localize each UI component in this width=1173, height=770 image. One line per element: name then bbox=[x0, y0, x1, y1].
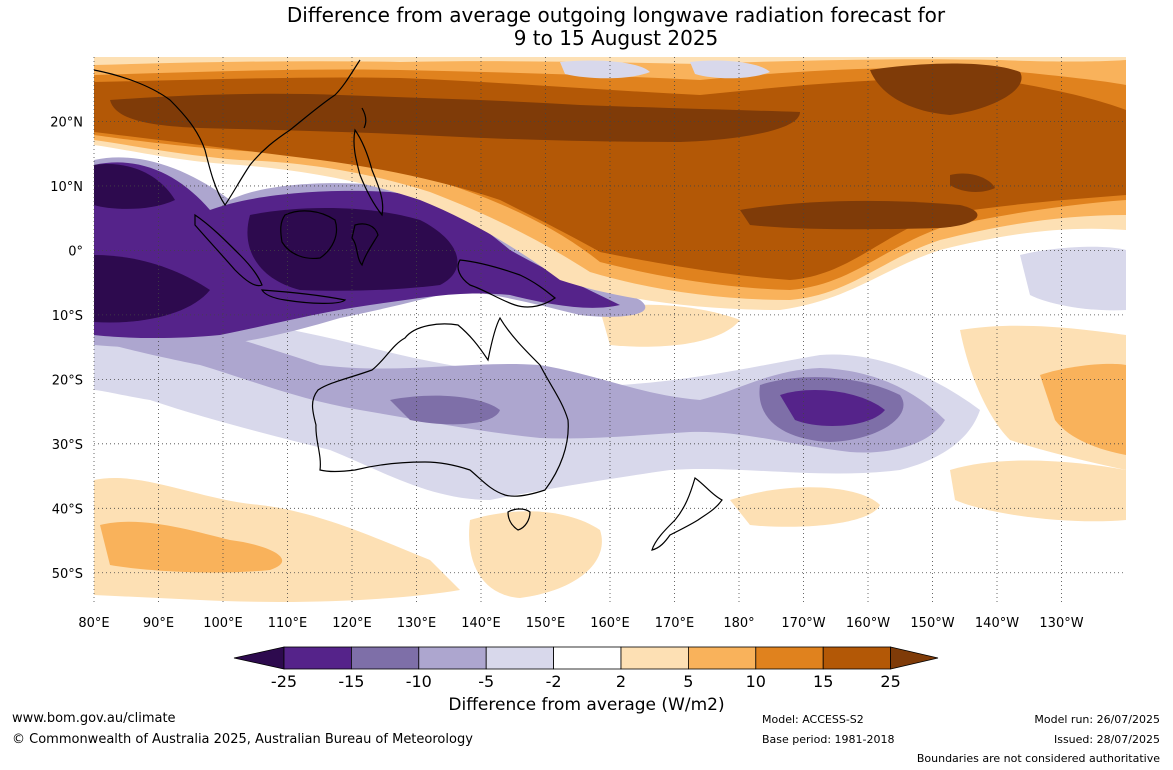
lat-label: 40°S bbox=[52, 502, 83, 517]
colorbar-swatch bbox=[688, 646, 757, 670]
latitude-labels: 20°N 10°N 0° 10°S 20°S 30°S 40°S 50°S bbox=[50, 115, 83, 581]
map-title: Difference from average outgoing longwav… bbox=[0, 4, 1173, 50]
colorbar-swatch bbox=[418, 646, 487, 670]
title-line-1: Difference from average outgoing longwav… bbox=[286, 3, 946, 27]
java-outline bbox=[260, 289, 347, 304]
colorbar-tick-label: 5 bbox=[683, 672, 693, 691]
colorbar-tick-label: 15 bbox=[813, 672, 833, 691]
colorbar-label: Difference from average (W/m2) bbox=[448, 695, 725, 715]
colorbar-swatch bbox=[822, 646, 892, 670]
colorbar-tick-label: 25 bbox=[880, 672, 900, 691]
colorbar: -25 -15 -10 -5 -2 2 5 10 15 25 bbox=[233, 646, 939, 691]
lon-label: 80°E bbox=[78, 616, 109, 631]
lon-label: 180° bbox=[723, 616, 754, 631]
lon-label: 100°E bbox=[203, 616, 243, 631]
colorbar-arrow-low bbox=[233, 646, 285, 670]
anomaly-field bbox=[94, 57, 1126, 605]
lat-label: 20°S bbox=[52, 373, 83, 388]
lat-label: 50°S bbox=[52, 567, 83, 582]
colorbar-swatch bbox=[485, 646, 555, 670]
sulawesi-outline bbox=[351, 223, 379, 267]
coastlines bbox=[93, 59, 723, 551]
base-period-text: Base period: 1981-2018 bbox=[762, 733, 895, 746]
lon-label: 140°W bbox=[975, 616, 1019, 631]
colorbar-tick-label: -15 bbox=[338, 672, 364, 691]
colorbar-tick-label: -2 bbox=[546, 672, 562, 691]
colorbar-tick-label: 10 bbox=[746, 672, 766, 691]
lon-label: 170°W bbox=[781, 616, 825, 631]
lat-label: 0° bbox=[68, 244, 83, 259]
lon-label: 150°E bbox=[526, 616, 566, 631]
lon-label: 90°E bbox=[143, 616, 174, 631]
title-line-2: 9 to 15 August 2025 bbox=[513, 26, 719, 50]
lon-label: 130°W bbox=[1039, 616, 1083, 631]
asia-mainland-outline bbox=[93, 59, 361, 207]
colorbar-swatch bbox=[350, 646, 420, 670]
lon-label: 170°E bbox=[655, 616, 695, 631]
lon-label: 160°E bbox=[590, 616, 630, 631]
sumatra-outline bbox=[194, 213, 263, 287]
tasmania-outline bbox=[507, 508, 531, 531]
philippines-outline bbox=[353, 128, 384, 217]
australia-outline bbox=[311, 316, 569, 497]
colorbar-tick-label: 2 bbox=[616, 672, 626, 691]
new-zealand-outline bbox=[651, 477, 723, 551]
website-link[interactable]: www.bom.gov.au/climate bbox=[12, 711, 176, 726]
colorbar-swatch bbox=[620, 646, 689, 670]
colorbar-swatch bbox=[755, 646, 824, 670]
lon-label: 110°E bbox=[268, 616, 308, 631]
japan-taiwan-outline bbox=[361, 107, 367, 129]
lat-label: 10°N bbox=[50, 180, 83, 195]
lat-lon-grid bbox=[93, 57, 1126, 605]
longitude-labels: 80°E 90°E 100°E 110°E 120°E 130°E 140°E 150°E 16… bbox=[78, 616, 1083, 631]
lon-label: 160°W bbox=[846, 616, 890, 631]
lon-label: 140°E bbox=[461, 616, 501, 631]
lon-label: 130°E bbox=[397, 616, 437, 631]
colorbar-tick-label: -25 bbox=[271, 672, 297, 691]
colorbar-tick-label: -5 bbox=[478, 672, 494, 691]
colorbar-swatch bbox=[283, 646, 352, 670]
lat-label: 30°S bbox=[52, 438, 83, 453]
lat-label: 20°N bbox=[50, 115, 83, 130]
lat-label: 10°S bbox=[52, 309, 83, 324]
colorbar-swatch bbox=[553, 646, 622, 670]
colorbar-arrow-high bbox=[890, 646, 939, 670]
disclaimer-text: Boundaries are not considered authoritat… bbox=[916, 752, 1160, 765]
model-text: Model: ACCESS-S2 bbox=[762, 713, 864, 726]
lon-label: 120°E bbox=[332, 616, 372, 631]
new-guinea-outline bbox=[457, 259, 557, 308]
borneo-outline bbox=[280, 210, 338, 260]
colorbar-tick-label: -10 bbox=[406, 672, 432, 691]
lon-label: 150°W bbox=[910, 616, 954, 631]
copyright-text: © Commonwealth of Australia 2025, Austra… bbox=[12, 732, 473, 747]
model-run-text: Model run: 26/07/2025 bbox=[1034, 713, 1160, 726]
issued-text: Issued: 28/07/2025 bbox=[1053, 733, 1160, 746]
